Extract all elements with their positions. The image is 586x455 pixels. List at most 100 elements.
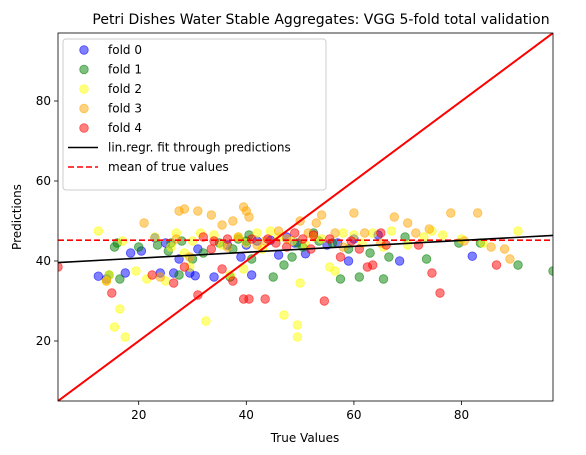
data-point — [246, 270, 257, 280]
data-point — [325, 234, 335, 244]
data-point — [435, 288, 445, 298]
x-tick-label: 20 — [131, 408, 146, 422]
data-point — [354, 272, 365, 282]
data-point — [403, 218, 413, 228]
data-point — [376, 228, 386, 238]
legend-label: fold 4 — [108, 121, 142, 135]
legend-marker — [79, 45, 89, 55]
data-point — [244, 294, 254, 304]
y-axis-label: Predictions — [10, 184, 24, 250]
data-point — [260, 294, 270, 304]
data-point — [505, 254, 515, 264]
data-point — [228, 276, 238, 286]
data-point — [424, 224, 434, 234]
data-point — [338, 228, 348, 238]
data-point — [316, 210, 327, 220]
data-point — [150, 232, 160, 242]
data-point — [228, 216, 238, 226]
data-point — [386, 226, 397, 236]
data-point — [238, 264, 249, 274]
data-point — [411, 228, 421, 238]
data-point — [427, 268, 437, 278]
data-point — [174, 270, 184, 280]
regression-line — [58, 234, 553, 264]
data-point — [166, 242, 176, 252]
x-tick-label: 40 — [239, 408, 254, 422]
legend-marker — [79, 123, 89, 133]
data-point — [343, 256, 354, 266]
legend-marker — [79, 64, 89, 75]
data-point — [131, 266, 141, 276]
data-point — [246, 234, 257, 244]
data-point — [319, 296, 330, 306]
data-point — [368, 228, 378, 238]
identity-line — [58, 33, 553, 401]
legend-box — [62, 38, 327, 191]
x-axis-ticks: 20 40 60 80 — [131, 401, 469, 422]
y-axis-ticks: 20 40 60 80 — [36, 94, 58, 348]
data-point — [206, 244, 217, 254]
data-point — [438, 230, 448, 240]
x-tick-label: 80 — [454, 408, 469, 422]
data-point — [378, 274, 389, 284]
data-point — [193, 206, 203, 216]
data-point — [491, 260, 502, 270]
data-point — [384, 252, 394, 262]
data-point — [292, 332, 303, 342]
data-point — [179, 262, 190, 272]
chart-title: Petri Dishes Water Stable Aggregates: VG… — [92, 12, 549, 28]
plot-frame — [57, 32, 554, 402]
data-point — [330, 266, 340, 276]
plot-area — [58, 33, 553, 401]
data-point — [298, 234, 308, 244]
data-point — [206, 210, 217, 220]
data-point — [419, 232, 429, 242]
data-point — [467, 251, 477, 261]
legend-label: fold 1 — [108, 63, 142, 77]
data-point — [93, 226, 104, 236]
data-point — [368, 260, 378, 270]
data-point — [335, 274, 346, 284]
data-point — [403, 240, 413, 250]
data-point — [513, 226, 523, 236]
data-point — [147, 270, 157, 280]
data-point — [287, 252, 297, 262]
data-point — [198, 232, 208, 242]
data-point — [472, 208, 483, 218]
data-point — [295, 278, 305, 288]
data-point — [311, 218, 321, 228]
data-point — [179, 204, 190, 214]
legend-label: fold 0 — [108, 43, 142, 57]
data-point — [101, 276, 112, 286]
legend-label: lin.regr. fit through predictions — [108, 141, 291, 155]
data-point — [125, 248, 136, 258]
data-point — [217, 264, 227, 274]
data-point — [201, 316, 211, 326]
data-point — [115, 304, 125, 314]
data-point — [316, 234, 327, 244]
data-point — [446, 208, 456, 218]
data-point — [107, 288, 117, 298]
data-point — [252, 228, 262, 238]
data-point — [359, 228, 370, 238]
data-point — [365, 248, 375, 258]
legend-label: fold 3 — [108, 102, 142, 116]
data-point — [513, 260, 523, 270]
legend-label: fold 2 — [108, 82, 142, 96]
data-point — [499, 244, 510, 254]
data-point — [115, 274, 125, 284]
data-point — [263, 234, 273, 244]
legend-label: mean of true values — [108, 160, 229, 174]
lines-layer — [58, 33, 553, 401]
data-point — [222, 234, 233, 244]
data-point — [389, 212, 399, 222]
data-point — [290, 228, 300, 238]
data-point — [198, 248, 208, 258]
data-point — [209, 272, 219, 282]
legend-marker — [79, 103, 89, 114]
data-point — [152, 240, 163, 250]
data-point — [155, 272, 165, 282]
data-point — [281, 234, 292, 244]
data-point — [109, 322, 120, 332]
